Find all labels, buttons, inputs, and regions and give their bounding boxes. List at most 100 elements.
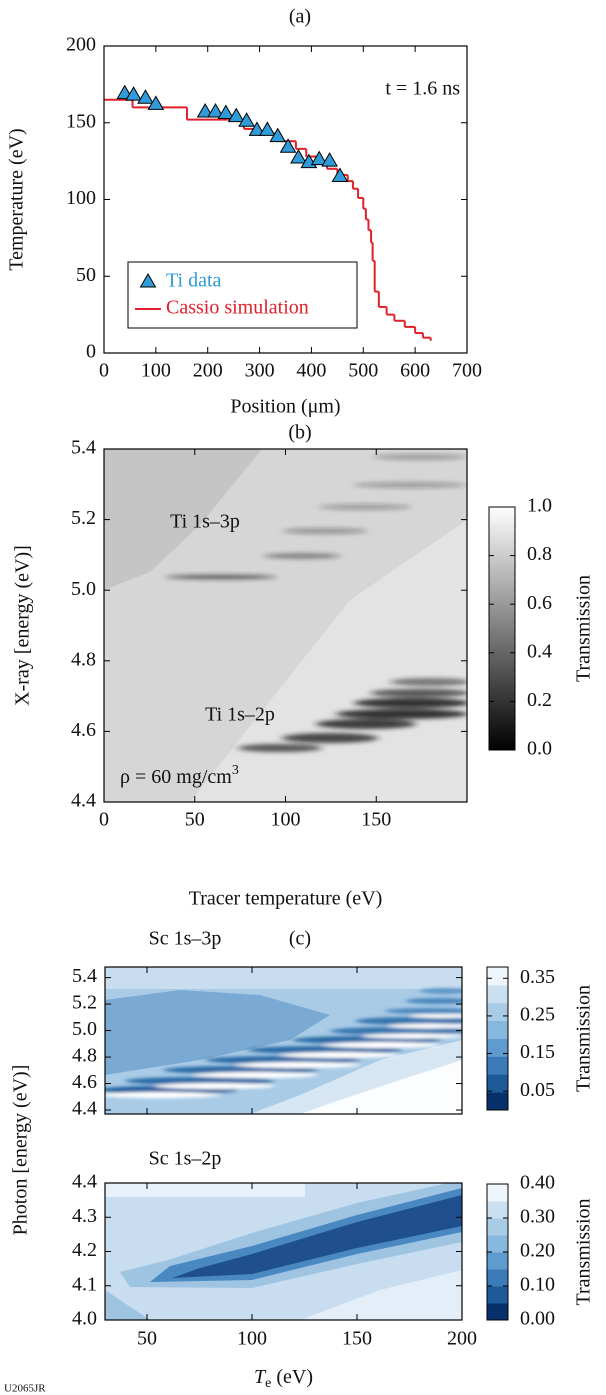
colorbar-tick-label: 0.2 [527,689,552,711]
colorbar-step [487,1218,508,1236]
x-tick-label: 200 [447,1328,477,1350]
y-tick-label: 5.2 [71,507,96,529]
colorbar-step [487,1074,508,1093]
legend-marker [139,272,157,288]
colorbar-step [487,1184,508,1202]
x-tick-label: 400 [296,360,326,382]
x-tick-label: 150 [342,1328,372,1350]
x-tick-label: 600 [400,360,430,382]
colorbar-step [487,967,508,986]
colorbar-step [487,1235,508,1253]
y-axis-label: Photon [energy (eV)] [10,1065,32,1236]
plot-frame [104,966,463,1115]
data-point [331,167,349,182]
colorbar-tick-label: 0.35 [520,966,555,988]
panel: 0.05 0.15 0.25 0.35 Transmission 4.4 4.6 4.8 5.0… [72,928,595,1120]
y-tick-label: 4.6 [72,1071,97,1093]
colorbar-tick-label: 0.6 [527,592,552,614]
data-point [269,127,287,143]
colorbar-step [487,1286,508,1304]
colorbar-label: Transmission [573,985,595,1092]
contour-image [105,1183,462,1320]
x-tick-label: 200 [193,360,223,382]
data-point [238,112,255,127]
y-tick-label: 0 [86,341,96,363]
colorbar-tick-label: 0.8 [527,543,552,565]
y-tick-label: 5.4 [72,965,97,987]
colorbar-frame [486,966,509,1111]
y-tick-label: 5.2 [72,992,97,1014]
annotation: Ti 1s–3p [170,511,240,533]
panel: 0.00 0.10 0.20 0.30 0.40 Transmission 50 100 150… [10,1065,595,1392]
y-tick-label: 100 [66,187,96,209]
x-tick-label: 100 [237,1328,267,1350]
data-point [290,149,307,164]
data-point [248,121,266,136]
y-tick-label: 4.4 [72,1098,97,1120]
density-label: ρ = 60 mg/cm3 [120,763,239,787]
x-tick-label: 700 [452,360,482,382]
colorbar-step [487,1269,508,1287]
colorbar-tick-label: 0.05 [520,1079,555,1101]
x-tick-label: 0 [99,360,109,382]
colorbar-step [487,1252,508,1270]
colorbar-tick-label: 0.20 [520,1240,555,1262]
x-tick-label: 150 [361,809,391,831]
colorbar-tick-label: 0.30 [520,1206,555,1228]
colorbar-label: Transmission [573,1198,595,1305]
colorbar-tick-label: 0.00 [520,1308,555,1330]
legend-label: Ti data [166,270,222,292]
x-tick-label: 100 [141,360,171,382]
colorbar-step [487,1002,508,1022]
colorbar-step [487,1303,508,1321]
data-point [279,138,297,153]
data-point [125,86,142,101]
y-tick-label: 4.4 [71,790,96,812]
contour-image [105,967,462,1114]
colorbar-tick-label: 0.4 [527,640,552,662]
colorbar-label: Transmission [573,575,595,682]
y-tick-label: 5.0 [72,1018,97,1040]
y-tick-label: 4.8 [72,1045,97,1067]
colorbar-tick-label: 1.0 [527,495,552,517]
figure-label: U2065JR [4,1383,46,1395]
heatmap-image [104,449,467,802]
y-tick-label: 5.4 [71,437,96,459]
colorbar-step [487,1020,508,1039]
y-tick-label: 4.3 [72,1205,97,1227]
y-tick-label: 4.8 [71,648,96,670]
x-tick-label: 50 [185,809,205,831]
density-text: ρ = 60 mg/cm [120,766,232,788]
data-point [137,89,154,104]
panel: Ti data Cassio simulation t = 1.6 ns 0 100 20… [6,6,482,418]
colorbar-tick-label: 0.15 [520,1041,555,1063]
y-axis-label: Temperature (eV) [6,128,28,270]
y-tick-label: 4.4 [72,1171,97,1193]
annotation: t = 1.6 ns [385,78,460,100]
x-axis-label: Position (μm) [230,396,340,418]
data-point [310,150,328,166]
legend-label: Cassio simulation [166,297,309,319]
data-point [196,103,214,118]
y-tick-label: 4.6 [71,719,96,741]
x-tick-label: 50 [137,1328,157,1350]
y-tick-label: 4.1 [72,1273,97,1295]
data-point [217,104,235,120]
x-axis-label: Tracer temperature (eV) [189,888,383,910]
data-point [321,152,338,167]
y-tick-label: 4.0 [72,1308,97,1330]
density-exponent: 3 [232,763,239,778]
x-label-subscript: e [265,1376,271,1391]
colorbar-step [487,1056,508,1075]
y-tick-label: 4.2 [72,1239,97,1261]
colorbar-tick-label: 0.10 [520,1274,555,1296]
colorbar-tick-label: 0.40 [520,1172,555,1194]
x-tick-label: 500 [348,360,378,382]
panel-title: Sc 1s–2p [149,1148,222,1170]
x-label-symbol: T [254,1366,267,1388]
y-axis-label: X-ray [energy (eV)] [12,545,34,706]
colorbar-step [487,1092,508,1111]
y-tick-label: 5.0 [71,578,96,600]
colorbar-tick-label: 0.0 [527,738,552,760]
